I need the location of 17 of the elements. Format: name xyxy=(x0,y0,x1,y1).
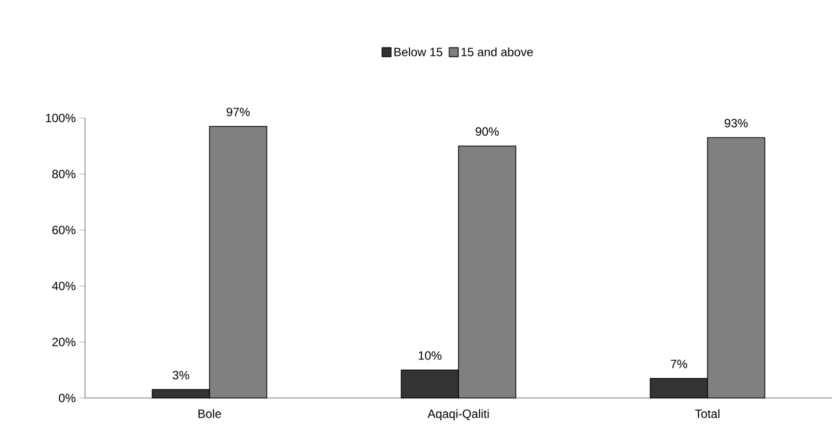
data-label: 90% xyxy=(476,127,499,136)
legend-label: Below 15 xyxy=(394,47,442,56)
data-label: 10% xyxy=(418,351,442,360)
y-tick-label: 20% xyxy=(52,338,76,346)
x-tick-label: Aqaqi-Qaliti xyxy=(428,409,489,420)
data-label: 3% xyxy=(172,370,190,380)
legend-label: 15 and above xyxy=(462,47,533,56)
x-tick-label: Bole xyxy=(198,409,221,418)
y-tick-label: 60% xyxy=(52,226,76,234)
y-tick-label: 100% xyxy=(46,114,76,122)
y-tick-label: 80% xyxy=(52,170,76,178)
x-tick-label: Total xyxy=(695,409,720,418)
data-label: 7% xyxy=(670,360,688,368)
y-tick-label: 40% xyxy=(52,282,76,290)
data-label: 93% xyxy=(724,118,748,128)
y-tick-label: 0% xyxy=(58,394,76,402)
data-label: 97% xyxy=(226,108,250,116)
